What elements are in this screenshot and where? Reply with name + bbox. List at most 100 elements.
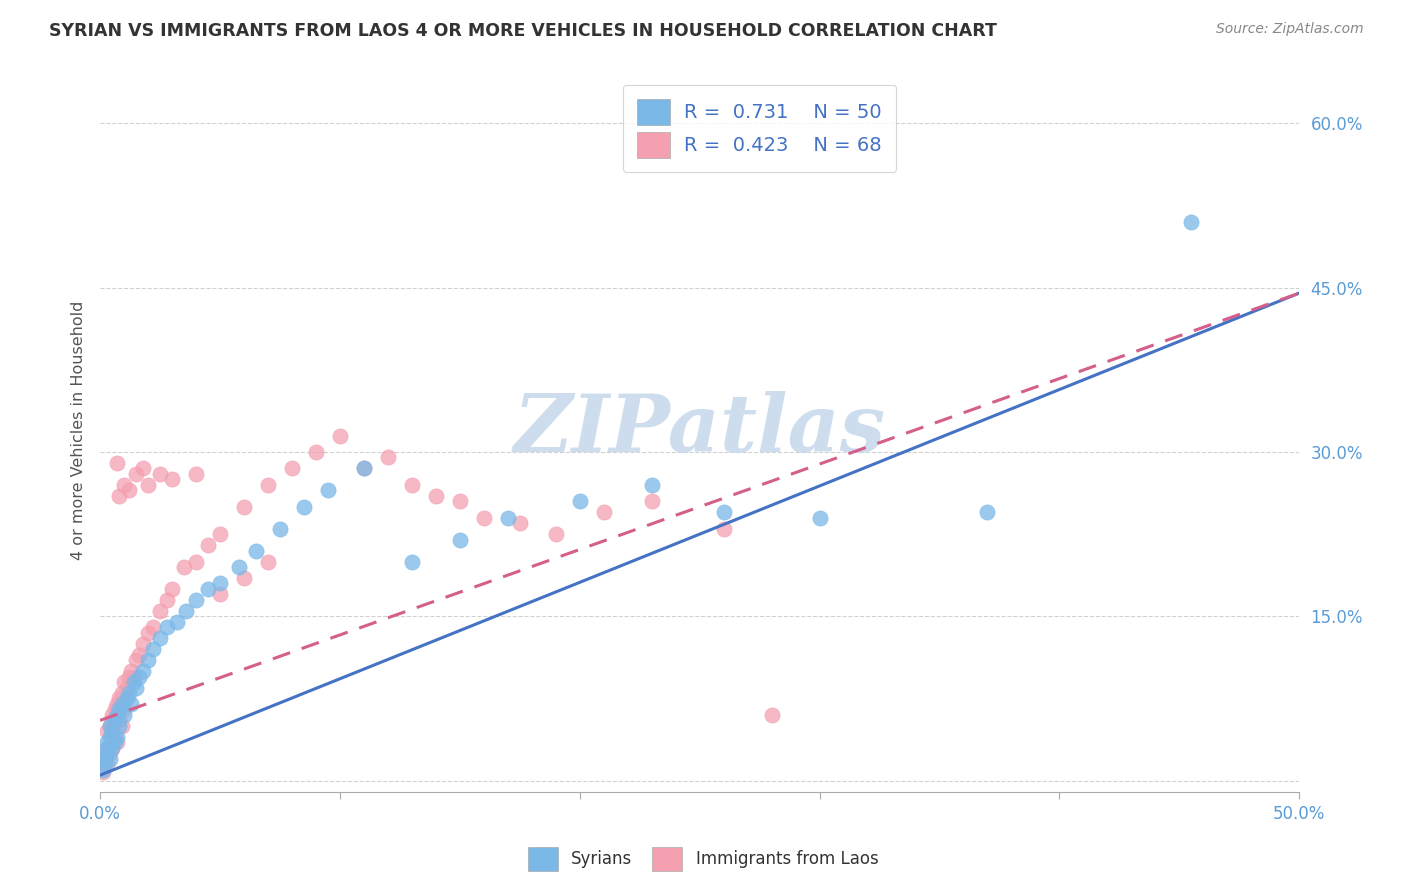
Point bbox=[209, 576, 232, 591]
Point bbox=[122, 669, 145, 683]
Point bbox=[118, 483, 141, 498]
Point bbox=[105, 735, 128, 749]
Point bbox=[197, 538, 219, 552]
Point bbox=[94, 752, 117, 766]
Point bbox=[96, 740, 118, 755]
Point bbox=[132, 461, 155, 475]
Point bbox=[98, 719, 121, 733]
Point bbox=[136, 478, 159, 492]
Text: ZIPatlas: ZIPatlas bbox=[513, 392, 886, 469]
Point bbox=[233, 571, 256, 585]
Point bbox=[108, 691, 131, 706]
Point bbox=[108, 702, 131, 716]
Point bbox=[94, 746, 117, 760]
Point bbox=[128, 669, 150, 683]
Point bbox=[269, 522, 291, 536]
Point bbox=[449, 533, 471, 547]
Point bbox=[101, 724, 124, 739]
Point bbox=[105, 707, 128, 722]
Point bbox=[401, 478, 423, 492]
Text: Source: ZipAtlas.com: Source: ZipAtlas.com bbox=[1216, 22, 1364, 37]
Point bbox=[112, 675, 135, 690]
Point bbox=[103, 714, 125, 728]
Point bbox=[197, 582, 219, 596]
Point bbox=[401, 555, 423, 569]
Point bbox=[128, 648, 150, 662]
Point bbox=[103, 730, 125, 744]
Point bbox=[184, 555, 207, 569]
Point bbox=[592, 505, 614, 519]
Point bbox=[761, 707, 783, 722]
Point bbox=[808, 510, 831, 524]
Point bbox=[425, 489, 447, 503]
Point bbox=[209, 587, 232, 601]
Point bbox=[641, 494, 664, 508]
Point bbox=[105, 456, 128, 470]
Point bbox=[329, 428, 352, 442]
Point bbox=[233, 500, 256, 514]
Point bbox=[136, 625, 159, 640]
Point bbox=[111, 686, 134, 700]
Point bbox=[105, 697, 128, 711]
Y-axis label: 4 or more Vehicles in Household: 4 or more Vehicles in Household bbox=[72, 301, 86, 560]
Point bbox=[713, 505, 735, 519]
Point bbox=[568, 494, 591, 508]
Point bbox=[122, 675, 145, 690]
Point bbox=[98, 719, 121, 733]
Point bbox=[228, 560, 250, 574]
Point bbox=[142, 620, 165, 634]
Legend: R =  0.731    N = 50, R =  0.423    N = 68: R = 0.731 N = 50, R = 0.423 N = 68 bbox=[623, 85, 897, 172]
Point bbox=[125, 653, 148, 667]
Point bbox=[91, 757, 114, 772]
Point bbox=[509, 516, 531, 531]
Point bbox=[101, 707, 124, 722]
Point bbox=[118, 669, 141, 683]
Point bbox=[108, 489, 131, 503]
Point bbox=[149, 604, 172, 618]
Point bbox=[98, 752, 121, 766]
Point bbox=[115, 681, 138, 695]
Point bbox=[111, 719, 134, 733]
Point bbox=[118, 686, 141, 700]
Point bbox=[103, 735, 125, 749]
Point bbox=[101, 740, 124, 755]
Point bbox=[132, 637, 155, 651]
Point bbox=[449, 494, 471, 508]
Point bbox=[125, 681, 148, 695]
Point bbox=[105, 730, 128, 744]
Point bbox=[353, 461, 375, 475]
Point bbox=[209, 527, 232, 541]
Point bbox=[149, 467, 172, 481]
Point bbox=[98, 746, 121, 760]
Point bbox=[245, 543, 267, 558]
Point bbox=[142, 642, 165, 657]
Point bbox=[1180, 215, 1202, 229]
Point bbox=[108, 719, 131, 733]
Point bbox=[91, 764, 114, 779]
Point bbox=[316, 483, 339, 498]
Point bbox=[96, 746, 118, 760]
Point bbox=[305, 445, 328, 459]
Point bbox=[156, 592, 179, 607]
Point bbox=[377, 450, 399, 465]
Point bbox=[98, 730, 121, 744]
Point bbox=[544, 527, 567, 541]
Point bbox=[120, 697, 142, 711]
Point bbox=[160, 582, 183, 596]
Point bbox=[472, 510, 495, 524]
Point bbox=[101, 740, 124, 755]
Point bbox=[149, 631, 172, 645]
Point bbox=[115, 691, 138, 706]
Point bbox=[112, 707, 135, 722]
Point bbox=[120, 664, 142, 678]
Point bbox=[281, 461, 304, 475]
Point bbox=[184, 592, 207, 607]
Legend: Syrians, Immigrants from Laos: Syrians, Immigrants from Laos bbox=[519, 839, 887, 880]
Point bbox=[112, 702, 135, 716]
Point bbox=[176, 604, 198, 618]
Point bbox=[496, 510, 519, 524]
Point bbox=[713, 522, 735, 536]
Point bbox=[96, 740, 118, 755]
Point bbox=[91, 763, 114, 777]
Point bbox=[136, 653, 159, 667]
